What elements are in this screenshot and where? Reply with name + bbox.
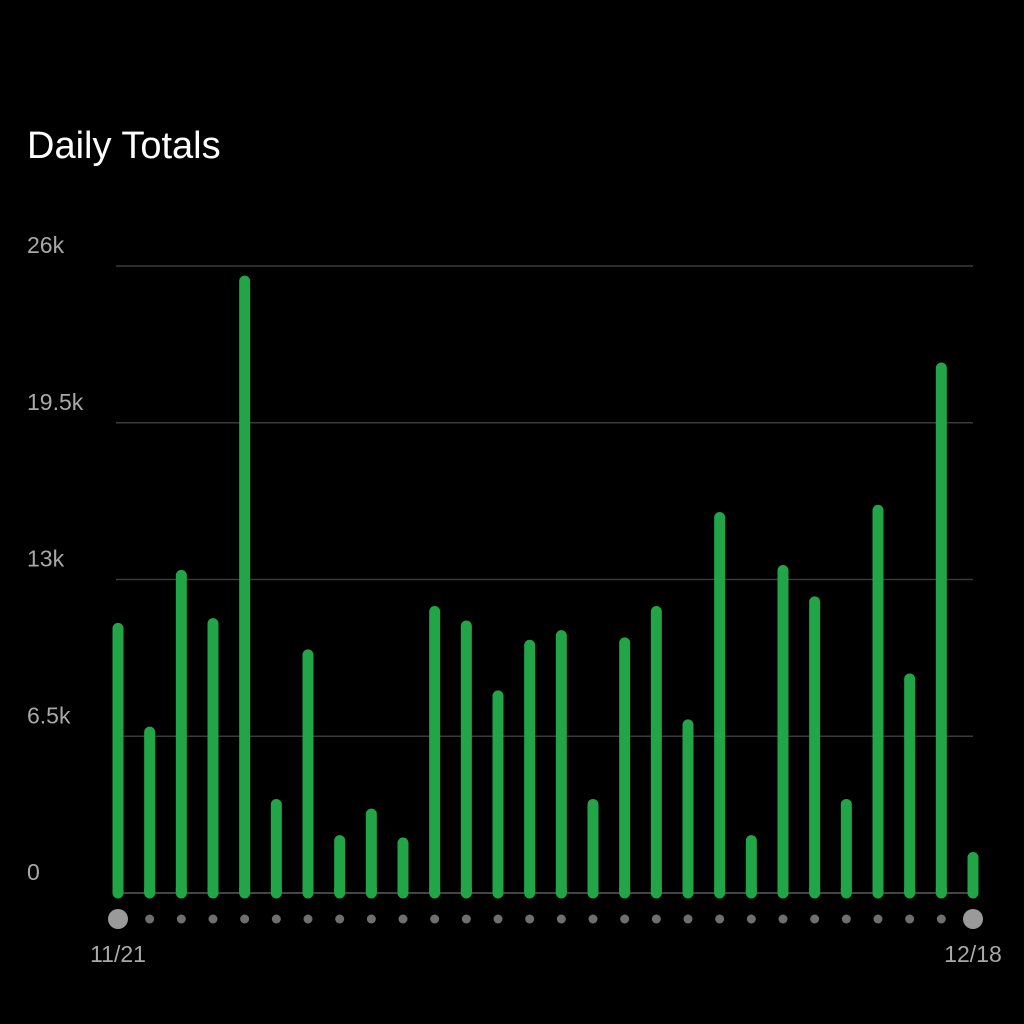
x-dot	[335, 914, 345, 924]
bar-base	[967, 887, 979, 893]
x-dot	[525, 914, 535, 924]
x-dot	[366, 914, 376, 924]
x-dot	[905, 914, 915, 924]
bar-base	[460, 887, 472, 893]
x-axis-labels: 11/21 12/18	[90, 941, 1002, 967]
bar-base	[239, 887, 251, 893]
y-axis-ticks: 0 6.5k 13k 19.5k 26k	[27, 232, 84, 885]
bar-base	[555, 887, 567, 893]
x-dot	[303, 914, 313, 924]
bar-base	[270, 887, 282, 893]
x-dot	[271, 914, 281, 924]
bar-base	[492, 887, 504, 893]
y-tick-label: 6.5k	[27, 702, 71, 728]
x-dot	[176, 914, 186, 924]
y-tick-label: 26k	[27, 232, 65, 258]
x-dot	[841, 914, 851, 924]
x-endpoint-dot	[108, 909, 128, 929]
bar-base	[935, 887, 947, 893]
x-dot	[620, 914, 630, 924]
bar-base	[714, 887, 726, 893]
x-dot	[240, 914, 250, 924]
x-dot	[430, 914, 440, 924]
y-tick-label: 19.5k	[27, 389, 84, 415]
bar-base	[429, 887, 441, 893]
x-dot	[778, 914, 788, 924]
x-dot	[651, 914, 661, 924]
x-dot	[556, 914, 566, 924]
bar-base	[397, 887, 409, 893]
x-dot	[683, 914, 693, 924]
chart-title: Daily Totals	[27, 125, 221, 167]
bar-base	[904, 887, 916, 893]
x-dot	[810, 914, 820, 924]
bar-base	[777, 887, 789, 893]
bar-base	[334, 887, 346, 893]
bar-base	[302, 887, 314, 893]
x-dot	[145, 914, 155, 924]
x-dot	[398, 914, 408, 924]
x-dot	[588, 914, 598, 924]
y-tick-label: 13k	[27, 546, 65, 572]
x-dot	[936, 914, 946, 924]
bar-base	[650, 887, 662, 893]
bar-base	[872, 887, 884, 893]
x-start-label: 11/21	[90, 941, 146, 967]
y-tick-label: 0	[27, 859, 40, 885]
bar-base	[682, 887, 694, 893]
x-dot	[715, 914, 725, 924]
grid-lines	[116, 265, 973, 894]
x-dot	[461, 914, 471, 924]
bar-base	[619, 887, 631, 893]
x-axis-dots	[108, 909, 983, 929]
bar-base	[207, 887, 219, 893]
bar-base	[175, 887, 187, 893]
bar-base	[587, 887, 599, 893]
bar-base	[365, 887, 377, 893]
bar-base	[524, 887, 536, 893]
bar-base	[745, 887, 757, 893]
bars	[112, 275, 979, 899]
bar-base	[840, 887, 852, 893]
bar-base	[112, 887, 124, 893]
bar-base	[809, 887, 821, 893]
x-end-label: 12/18	[944, 941, 1002, 967]
x-endpoint-dot	[963, 909, 983, 929]
x-dot	[493, 914, 503, 924]
x-dot	[746, 914, 756, 924]
x-dot	[873, 914, 883, 924]
bar-base	[144, 887, 156, 893]
x-dot	[208, 914, 218, 924]
